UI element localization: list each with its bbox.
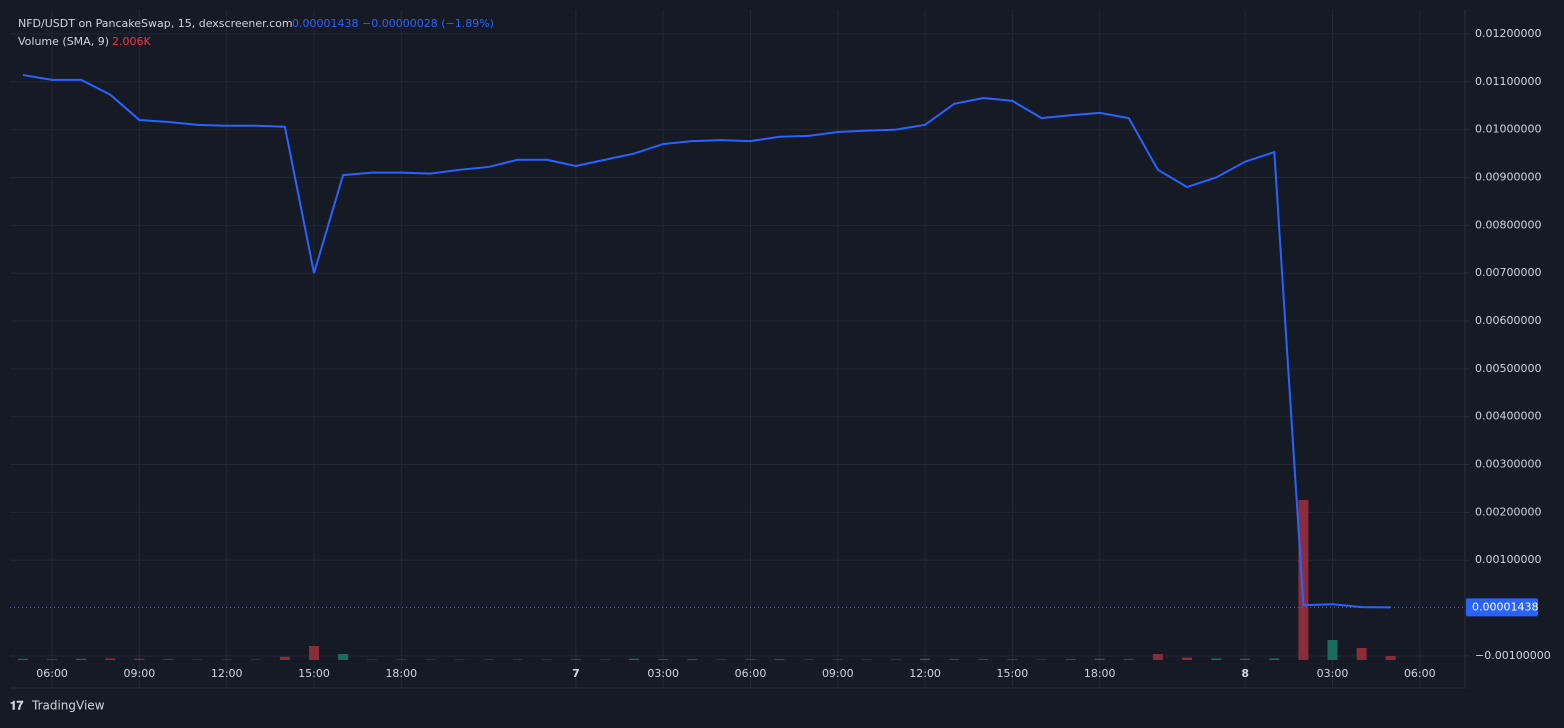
volume-bar [1066,659,1076,660]
volume-bar [338,654,348,660]
x-tick-label: 18:00 [385,667,417,680]
volume-bar [687,659,697,660]
volume-bar [978,659,988,660]
x-tick-label: 12:00 [909,667,941,680]
x-tick-label: 06:00 [36,667,68,680]
last-price-label: 0.00001438 [1472,600,1538,613]
volume-bar [1153,654,1163,660]
y-tick-label: 0.01100000 [1475,75,1541,88]
x-tick-label: 06:00 [1404,667,1436,680]
y-tick-label: 0.00200000 [1475,505,1541,518]
volume-bar [1182,658,1192,660]
volume-bar [920,659,930,660]
y-tick-label: 0.00400000 [1475,410,1541,423]
volume-bar [775,659,785,660]
x-tick-label: 09:00 [124,667,156,680]
volume-bar [47,659,57,660]
x-tick-label: 03:00 [647,667,679,680]
volume-bar [1007,659,1017,660]
y-tick-label: 0.01000000 [1475,123,1541,136]
volume-bar [134,659,144,660]
volume-bar [1357,648,1367,660]
volume-bar [1240,659,1250,660]
volume-bar [76,659,86,660]
volume-bar [1211,658,1221,660]
volume-bar [105,658,115,660]
volume-bar [1328,640,1338,660]
price-text: 0.00001438 [292,17,358,30]
volume-bar [658,659,668,660]
volume-bar [1095,659,1105,660]
volume-bar [571,659,581,660]
x-tick-label: 03:00 [1317,667,1349,680]
x-tick-label: 09:00 [822,667,854,680]
volume-bar [949,659,959,660]
volume-bar [1124,659,1134,660]
volume-bar [746,659,756,660]
y-tick-label: 0.00100000 [1475,553,1541,566]
x-tick-label: 15:00 [997,667,1029,680]
x-tick-label: 12:00 [211,667,243,680]
x-tick-label: 15:00 [298,667,330,680]
y-tick-label: −0.00100000 [1475,649,1551,662]
volume-bar [629,659,639,660]
x-tick-label: 8 [1241,667,1249,680]
volume-sma: 2.006K [112,35,151,48]
chart-title: NFD/USDT on PancakeSwap, 15, dexscreener… [18,17,293,30]
volume-bar [164,659,174,660]
logo: 𝟏𝟕 [10,699,24,713]
x-tick-label: 7 [572,667,580,680]
footer: TradingView [31,699,105,713]
y-tick-label: 0.00600000 [1475,314,1541,327]
change-text: −0.00000028 (−1.89%) [362,17,494,30]
x-tick-label: 18:00 [1084,667,1116,680]
x-tick-label: 06:00 [735,667,767,680]
y-tick-label: 0.00300000 [1475,458,1541,471]
volume-title: Volume (SMA, 9) [18,35,109,48]
y-tick-label: 0.00900000 [1475,170,1541,183]
y-tick-label: 0.00700000 [1475,266,1541,279]
volume-bar [1386,656,1396,660]
y-tick-label: 0.01200000 [1475,27,1541,40]
y-tick-label: 0.00500000 [1475,362,1541,375]
volume-bar [1298,500,1308,660]
volume-bar [1269,658,1279,660]
y-tick-label: 0.00800000 [1475,218,1541,231]
volume-bar [309,646,319,660]
volume-bar [280,657,290,660]
volume-bar [18,659,28,660]
